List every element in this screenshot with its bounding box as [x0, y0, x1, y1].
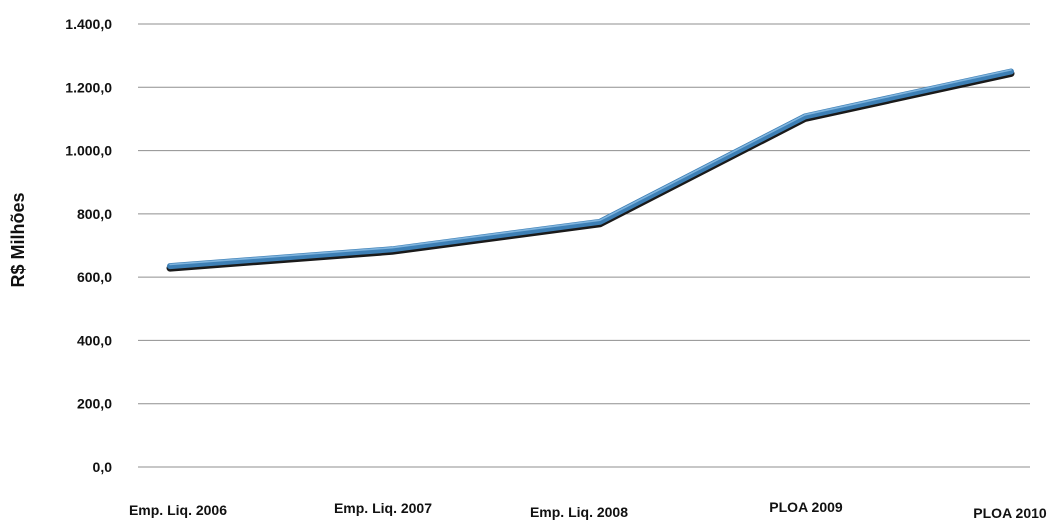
x-axis-ticks: Emp. Liq. 2006 Emp. Liq. 2007 Emp. Liq. 20…	[129, 499, 1047, 520]
gridlines	[138, 23, 1030, 468]
y-axis-title: R$ Milhões	[8, 192, 28, 287]
x-tick-label: Emp. Liq. 2008	[530, 504, 628, 520]
series-line-shadow	[166, 70, 1015, 272]
y-axis-ticks: 0,0 200,0 400,0 600,0 800,0 1.000,0 1.200,0 1.4…	[65, 16, 112, 475]
y-tick-label: 400,0	[77, 332, 112, 348]
series-layer	[166, 68, 1015, 272]
y-tick-label: 200,0	[77, 396, 112, 412]
y-tick-label: 1.400,0	[65, 16, 112, 32]
series-line-highlight	[169, 69, 1012, 266]
y-tick-label: 0,0	[93, 459, 113, 475]
y-tick-label: 600,0	[77, 269, 112, 285]
series-line	[167, 68, 1014, 270]
y-tick-label: 800,0	[77, 206, 112, 222]
y-tick-label: 1.200,0	[65, 79, 112, 95]
x-tick-label: Emp. Liq. 2007	[334, 500, 432, 516]
y-tick-label: 1.000,0	[65, 143, 112, 159]
x-tick-label: PLOA 2010	[973, 505, 1047, 520]
x-tick-label: PLOA 2009	[769, 499, 843, 515]
x-tick-label: Emp. Liq. 2006	[129, 502, 227, 518]
